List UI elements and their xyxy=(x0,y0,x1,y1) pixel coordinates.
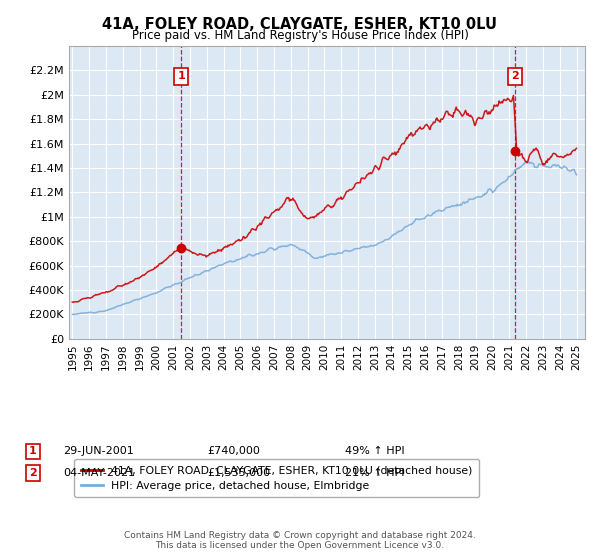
Text: 2: 2 xyxy=(511,72,519,81)
Text: 04-MAY-2021: 04-MAY-2021 xyxy=(63,468,135,478)
Text: 49% ↑ HPI: 49% ↑ HPI xyxy=(345,446,404,456)
Text: 21% ↑ HPI: 21% ↑ HPI xyxy=(345,468,404,478)
Text: 1: 1 xyxy=(178,72,185,81)
Text: 1: 1 xyxy=(29,446,37,456)
Text: Price paid vs. HM Land Registry's House Price Index (HPI): Price paid vs. HM Land Registry's House … xyxy=(131,29,469,42)
Text: £740,000: £740,000 xyxy=(207,446,260,456)
Text: 41A, FOLEY ROAD, CLAYGATE, ESHER, KT10 0LU: 41A, FOLEY ROAD, CLAYGATE, ESHER, KT10 0… xyxy=(103,17,497,32)
Legend: 41A, FOLEY ROAD, CLAYGATE, ESHER, KT10 0LU (detached house), HPI: Average price,: 41A, FOLEY ROAD, CLAYGATE, ESHER, KT10 0… xyxy=(74,459,479,497)
Text: Contains HM Land Registry data © Crown copyright and database right 2024.
This d: Contains HM Land Registry data © Crown c… xyxy=(124,530,476,550)
Text: £1,535,000: £1,535,000 xyxy=(207,468,270,478)
Text: 29-JUN-2001: 29-JUN-2001 xyxy=(63,446,134,456)
Text: 2: 2 xyxy=(29,468,37,478)
